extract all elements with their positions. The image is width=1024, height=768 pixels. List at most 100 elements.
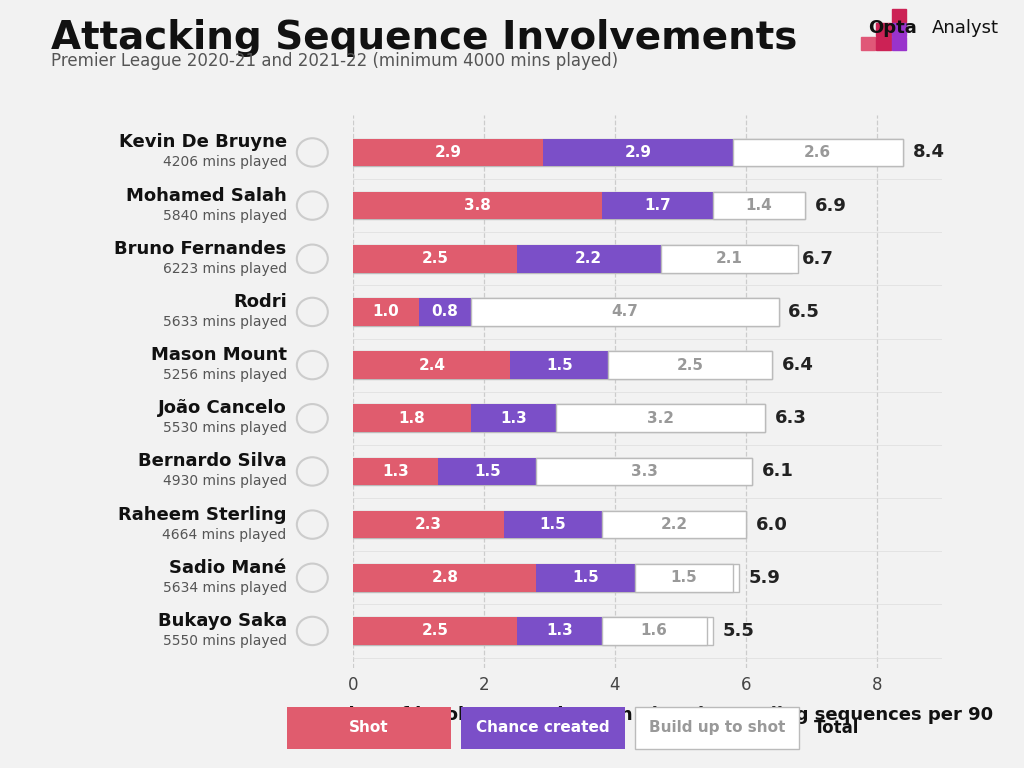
Bar xyxy=(353,511,745,538)
Bar xyxy=(353,138,903,166)
Bar xyxy=(353,564,537,591)
Text: 1.5: 1.5 xyxy=(474,464,501,479)
Bar xyxy=(504,511,602,538)
Text: 1.8: 1.8 xyxy=(398,411,426,425)
Text: Attacking Sequence Involvements: Attacking Sequence Involvements xyxy=(51,19,798,57)
Text: 4664 mins played: 4664 mins played xyxy=(163,528,287,541)
Text: João Cancelo: João Cancelo xyxy=(158,399,287,417)
Text: 2.4: 2.4 xyxy=(418,358,445,372)
Text: 2.2: 2.2 xyxy=(575,251,602,266)
Bar xyxy=(353,405,765,432)
Bar xyxy=(543,138,733,166)
Bar xyxy=(353,138,543,166)
Text: 2.1: 2.1 xyxy=(716,251,742,266)
Text: 2.6: 2.6 xyxy=(804,145,831,160)
Bar xyxy=(602,511,745,538)
Text: Premier League 2020-21 and 2021-22 (minimum 4000 mins played): Premier League 2020-21 and 2021-22 (mini… xyxy=(51,52,618,70)
Text: 5633 mins played: 5633 mins played xyxy=(163,315,287,329)
Bar xyxy=(353,192,805,220)
Text: 4930 mins played: 4930 mins played xyxy=(163,475,287,488)
Text: 6.7: 6.7 xyxy=(802,250,834,268)
Bar xyxy=(602,192,713,220)
Bar xyxy=(353,245,792,273)
Text: 3.8: 3.8 xyxy=(464,198,492,213)
Text: 4206 mins played: 4206 mins played xyxy=(163,155,287,170)
Bar xyxy=(860,37,874,50)
Bar xyxy=(353,564,739,591)
Text: 6.3: 6.3 xyxy=(775,409,807,427)
Text: Bruno Fernandes: Bruno Fernandes xyxy=(115,240,287,258)
Text: 2.5: 2.5 xyxy=(422,251,449,266)
Text: 6.5: 6.5 xyxy=(788,303,820,321)
Text: 1.6: 1.6 xyxy=(641,624,668,638)
Bar xyxy=(635,564,733,591)
Bar xyxy=(517,617,602,645)
Bar xyxy=(517,245,660,273)
Text: Mohamed Salah: Mohamed Salah xyxy=(126,187,287,204)
Bar xyxy=(892,23,906,35)
Text: 2.5: 2.5 xyxy=(422,624,449,638)
Text: 5.9: 5.9 xyxy=(750,569,781,587)
Bar xyxy=(877,23,891,35)
Text: 6223 mins played: 6223 mins played xyxy=(163,262,287,276)
Text: 1.5: 1.5 xyxy=(671,571,697,585)
Text: 1.5: 1.5 xyxy=(546,358,572,372)
Text: Bukayo Saka: Bukayo Saka xyxy=(158,612,287,630)
X-axis label: Number of involvements in open play shot-ending sequences per 90: Number of involvements in open play shot… xyxy=(302,706,993,723)
Bar xyxy=(537,458,753,485)
Text: Shot: Shot xyxy=(349,720,388,735)
Text: 1.5: 1.5 xyxy=(540,517,566,532)
Text: Build up to shot: Build up to shot xyxy=(648,720,785,735)
Text: 1.7: 1.7 xyxy=(644,198,671,213)
Text: 1.3: 1.3 xyxy=(382,464,410,479)
Bar xyxy=(353,192,602,220)
Text: 0.8: 0.8 xyxy=(431,304,459,319)
Bar xyxy=(353,298,419,326)
Text: 5530 mins played: 5530 mins played xyxy=(163,422,287,435)
Text: Analyst: Analyst xyxy=(932,19,998,37)
Bar xyxy=(353,351,510,379)
Text: 1.4: 1.4 xyxy=(745,198,772,213)
Bar xyxy=(353,298,778,326)
Bar xyxy=(353,458,753,485)
Bar xyxy=(353,351,772,379)
Text: 5550 mins played: 5550 mins played xyxy=(163,634,287,648)
Bar xyxy=(537,564,635,591)
Bar xyxy=(471,298,778,326)
Bar xyxy=(471,405,556,432)
Text: 4.7: 4.7 xyxy=(611,304,638,319)
Text: 1.0: 1.0 xyxy=(373,304,399,319)
Bar xyxy=(510,351,608,379)
Bar xyxy=(353,617,517,645)
Text: 5256 mins played: 5256 mins played xyxy=(163,368,287,382)
Bar xyxy=(353,245,517,273)
Text: Opta: Opta xyxy=(867,19,916,37)
Bar xyxy=(602,617,707,645)
Text: 2.9: 2.9 xyxy=(434,145,462,160)
Text: 3.2: 3.2 xyxy=(647,411,674,425)
Text: 2.5: 2.5 xyxy=(677,358,703,372)
Bar xyxy=(438,458,537,485)
Text: 2.3: 2.3 xyxy=(415,517,442,532)
Text: Total: Total xyxy=(814,719,859,737)
Bar xyxy=(608,351,772,379)
Text: 5840 mins played: 5840 mins played xyxy=(163,209,287,223)
Text: 5634 mins played: 5634 mins played xyxy=(163,581,287,594)
Text: 2.8: 2.8 xyxy=(431,571,459,585)
Bar xyxy=(353,511,504,538)
Text: 3.3: 3.3 xyxy=(631,464,657,479)
Text: 1.3: 1.3 xyxy=(500,411,527,425)
Text: Sadio Mané: Sadio Mané xyxy=(169,559,287,577)
Bar xyxy=(877,37,891,50)
Text: 2.9: 2.9 xyxy=(625,145,651,160)
Text: 1.3: 1.3 xyxy=(546,624,572,638)
Text: Kevin De Bruyne: Kevin De Bruyne xyxy=(119,134,287,151)
Text: 1.5: 1.5 xyxy=(572,571,599,585)
Text: 6.4: 6.4 xyxy=(781,356,814,374)
Text: 8.4: 8.4 xyxy=(912,144,944,161)
Bar xyxy=(713,192,805,220)
Bar xyxy=(892,37,906,50)
Bar xyxy=(419,298,471,326)
Text: Bernardo Silva: Bernardo Silva xyxy=(138,452,287,471)
Text: Chance created: Chance created xyxy=(476,720,609,735)
